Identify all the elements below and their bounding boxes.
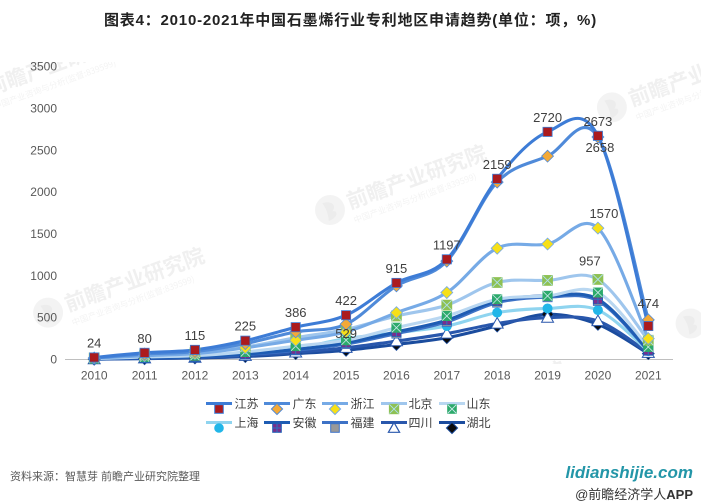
svg-text:0: 0 [50,353,57,367]
svg-text:915: 915 [386,261,408,276]
svg-text:957: 957 [579,253,601,268]
svg-text:2019: 2019 [534,369,561,383]
svg-text:2018: 2018 [484,369,511,383]
svg-text:2010: 2010 [81,369,108,383]
svg-text:3000: 3000 [30,101,57,115]
svg-text:2015: 2015 [333,369,360,383]
svg-text:2000: 2000 [30,185,57,199]
svg-text:2658: 2658 [585,140,614,155]
svg-text:422: 422 [335,293,357,308]
svg-text:24: 24 [87,336,101,351]
svg-text:中国产业咨询与分析(监督:839599): 中国产业咨询与分析(监督:839599) [273,0,399,10]
svg-text:1000: 1000 [30,269,57,283]
svg-text:2017: 2017 [433,369,460,383]
svg-text:2013: 2013 [232,369,259,383]
svg-text:中国产业咨询与分析(监督:839599): 中国产业咨询与分析(监督:839599) [149,489,275,501]
svg-text:2673: 2673 [583,114,612,129]
svg-text:2012: 2012 [182,369,209,383]
svg-text:386: 386 [285,305,307,320]
svg-text:2021: 2021 [635,369,662,383]
svg-text:1197: 1197 [433,237,461,252]
svg-text:2500: 2500 [30,143,57,157]
svg-text:1500: 1500 [30,227,57,241]
svg-text:2159: 2159 [483,157,512,172]
svg-text:500: 500 [37,311,57,325]
svg-text:529: 529 [335,326,357,341]
svg-text:474: 474 [637,296,659,311]
svg-text:2016: 2016 [383,369,410,383]
svg-text:2011: 2011 [132,369,158,383]
svg-text:2020: 2020 [585,369,612,383]
svg-text:1570: 1570 [589,206,618,221]
svg-text:2720: 2720 [533,110,562,125]
svg-text:3500: 3500 [30,60,57,74]
svg-text:225: 225 [234,319,256,334]
svg-text:2014: 2014 [282,369,309,383]
svg-text:80: 80 [137,331,151,346]
svg-text:115: 115 [185,328,206,343]
